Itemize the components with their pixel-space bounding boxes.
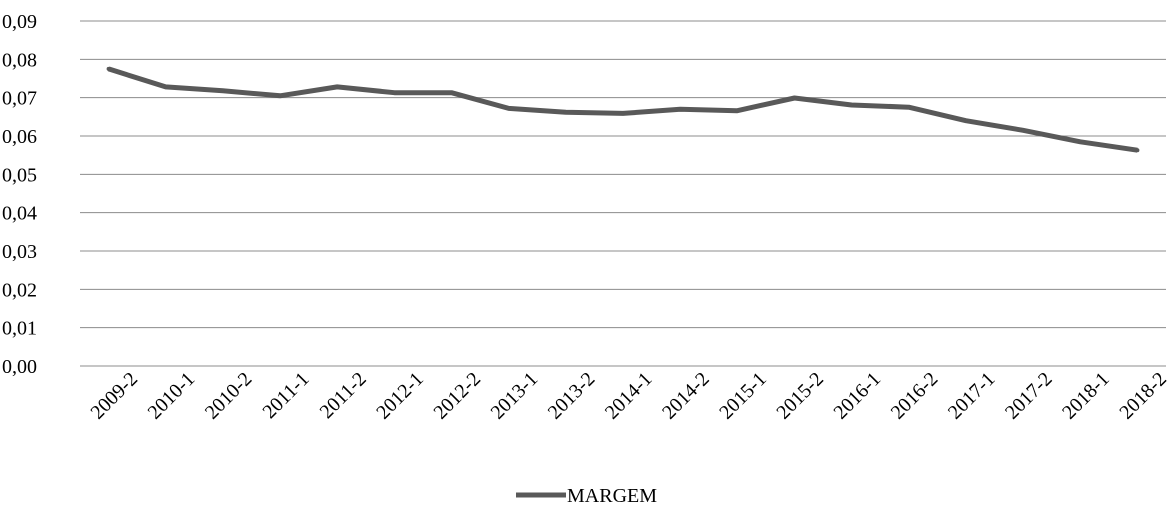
y-tick-label: 0,02 <box>2 279 37 301</box>
data-point <box>678 107 683 112</box>
y-tick-label: 0,06 <box>2 126 37 148</box>
x-tick-label: 2010-1 <box>144 368 200 424</box>
y-tick-label: 0,08 <box>2 49 37 71</box>
data-point <box>163 84 168 89</box>
data-point <box>963 118 968 123</box>
data-point <box>392 90 397 95</box>
data-point <box>335 84 340 89</box>
y-tick-label: 0,07 <box>2 88 37 110</box>
data-point <box>506 106 511 111</box>
gridlines <box>80 20 1166 367</box>
x-axis-tick-labels: 2009-2 2010-1 2010-2 2011-1 2011-2 2012-1 2012… <box>86 368 1168 424</box>
x-tick-label: 2012-1 <box>372 368 428 424</box>
data-point <box>1021 128 1026 133</box>
data-point <box>106 66 111 71</box>
data-point <box>849 103 854 107</box>
x-tick-label: 2010-2 <box>201 368 257 424</box>
data-point <box>621 111 625 116</box>
y-tick-label: 0,04 <box>2 203 37 225</box>
data-point <box>906 105 911 110</box>
x-tick-label: 2009-2 <box>86 368 142 424</box>
y-tick-label: 0,03 <box>2 241 37 263</box>
x-tick-label: 2014-2 <box>658 368 714 424</box>
x-tick-label: 2011-1 <box>258 368 313 423</box>
data-point <box>220 88 225 93</box>
x-tick-label: 2013-1 <box>487 368 543 424</box>
legend: MARGEM <box>516 485 657 506</box>
data-point <box>278 93 283 98</box>
y-tick-label: 0,05 <box>2 164 37 186</box>
y-tick-label: 0,09 <box>2 11 37 33</box>
x-tick-label: 2013-2 <box>544 368 600 424</box>
x-tick-label: 2015-2 <box>772 368 828 424</box>
x-tick-label: 2014-1 <box>601 368 657 424</box>
legend-label-margem: MARGEM <box>567 485 657 506</box>
x-tick-label: 2018-1 <box>1058 368 1114 424</box>
data-point <box>792 96 797 100</box>
x-tick-label: 2017-1 <box>944 368 1000 424</box>
data-point <box>735 108 740 113</box>
x-tick-label: 2017-2 <box>1001 368 1057 424</box>
data-point <box>1135 148 1140 153</box>
y-axis-tick-labels: 0,00 0,01 0,02 0,03 0,04 0,05 0,06 0,07 0,08 0,09 <box>2 11 37 378</box>
y-tick-label: 0,01 <box>2 318 37 340</box>
x-tick-label: 2011-2 <box>316 368 371 423</box>
x-tick-label: 2018-2 <box>1115 368 1168 424</box>
x-tick-label: 2016-1 <box>830 368 886 424</box>
data-point <box>1078 139 1083 144</box>
x-tick-label: 2015-1 <box>715 368 771 424</box>
data-point <box>449 90 454 95</box>
y-tick-label: 0,00 <box>2 356 37 378</box>
series-line-margem <box>107 66 1138 153</box>
series-group <box>106 66 1140 153</box>
data-point <box>563 110 568 115</box>
x-tick-label: 2016-2 <box>887 368 943 424</box>
x-tick-label: 2012-2 <box>429 368 485 424</box>
